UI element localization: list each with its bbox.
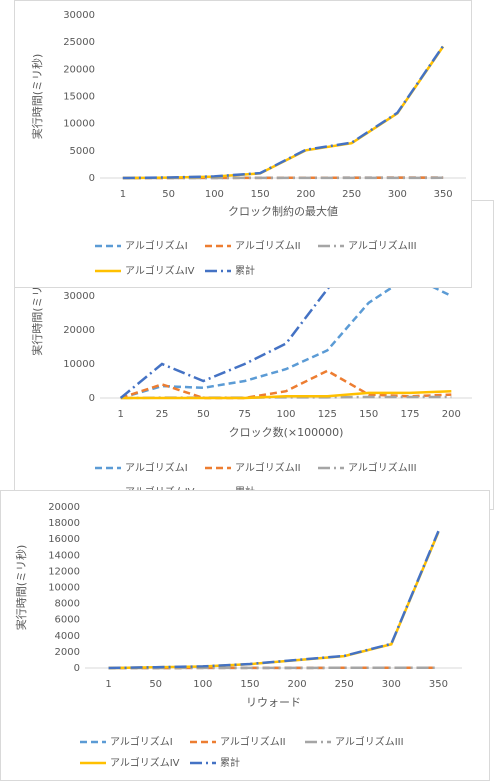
legend-label: アルゴリズムII <box>235 461 301 474</box>
x-tick-label: 200 <box>288 679 307 690</box>
x-tick-label: 200 <box>442 409 461 420</box>
legend-label: 累計 <box>235 264 255 277</box>
x-tick-label: 150 <box>359 409 378 420</box>
y-tick-label: 5000 <box>70 146 95 157</box>
series-line <box>119 226 452 399</box>
y-tick-label: 16000 <box>48 534 80 545</box>
y-tick-label: 12000 <box>48 566 80 577</box>
legend-label: アルゴリズムII <box>235 239 301 252</box>
x-tick-label: 50 <box>197 409 210 420</box>
y-tick-label: 25000 <box>63 37 95 48</box>
x-tick-label: 1 <box>120 189 126 200</box>
legend-label: アルゴリズムI <box>125 239 188 252</box>
legend-label: アルゴリズムIV <box>125 264 195 277</box>
x-axis-title: クロック数(×100000) <box>229 426 344 439</box>
x-tick-label: 175 <box>400 409 419 420</box>
legend-label: 累計 <box>220 756 240 769</box>
x-tick-label: 350 <box>429 679 448 690</box>
legend-label: アルゴリズムIII <box>335 735 404 748</box>
y-tick-label: 30000 <box>63 10 95 21</box>
legend-label: アルゴリズムIV <box>110 756 180 769</box>
x-tick-label: 300 <box>382 679 401 690</box>
y-tick-label: 10000 <box>63 359 95 370</box>
x-tick-label: 1 <box>117 409 123 420</box>
x-tick-label: 50 <box>149 679 162 690</box>
y-tick-label: 4000 <box>55 631 80 642</box>
series-line <box>122 45 445 180</box>
x-axis-title: クロック制約の最大値 <box>228 204 338 218</box>
legend-label: アルゴリズムI <box>110 735 173 748</box>
x-tick-label: 150 <box>240 679 259 690</box>
legend-label: アルゴリズムIII <box>348 239 417 252</box>
x-axis-title: リウォード <box>246 696 301 709</box>
x-tick-label: 300 <box>388 189 407 200</box>
x-tick-label: 200 <box>296 189 315 200</box>
y-tick-label: 10000 <box>48 583 80 594</box>
x-tick-label: 50 <box>162 189 175 200</box>
y-axis-title: 実行時間(ミリ秒) <box>30 270 44 356</box>
y-tick-label: 10000 <box>63 119 95 130</box>
x-tick-label: 350 <box>434 189 453 200</box>
x-tick-label: 125 <box>318 409 337 420</box>
y-tick-label: 0 <box>74 663 80 674</box>
chart-frame <box>14 0 472 288</box>
legend-label: アルゴリズムI <box>125 461 188 474</box>
x-tick-label: 100 <box>193 679 212 690</box>
series-line <box>108 530 440 670</box>
x-tick-label: 1 <box>105 679 111 690</box>
y-axis-title: 実行時間(ミリ秒) <box>14 545 28 631</box>
x-tick-label: 100 <box>276 409 295 420</box>
y-tick-label: 20000 <box>48 502 80 513</box>
y-tick-label: 18000 <box>48 518 80 529</box>
chart: 0 2000 4000 6000 8000 10000 12000 14000 16000 180… <box>0 490 490 781</box>
y-tick-label: 20000 <box>63 64 95 75</box>
y-tick-label: 6000 <box>55 615 80 626</box>
y-tick-label: 14000 <box>48 550 80 561</box>
x-tick-label: 150 <box>251 189 270 200</box>
x-tick-label: 250 <box>342 189 361 200</box>
y-tick-label: 8000 <box>55 599 80 610</box>
x-tick-label: 75 <box>238 409 251 420</box>
x-tick-label: 250 <box>335 679 354 690</box>
legend-label: アルゴリズムIII <box>348 461 417 474</box>
y-tick-label: 30000 <box>63 291 95 302</box>
x-tick-label: 25 <box>156 409 169 420</box>
chart-frame <box>0 490 490 781</box>
y-tick-label: 0 <box>89 393 95 404</box>
legend-label: アルゴリズムII <box>220 735 286 748</box>
y-axis-title: 実行時間(ミリ秒) <box>30 54 44 140</box>
y-tick-label: 20000 <box>63 325 95 336</box>
series-line <box>120 389 452 400</box>
y-tick-label: 2000 <box>55 647 80 658</box>
y-tick-label: 15000 <box>63 92 95 103</box>
x-tick-label: 100 <box>205 189 224 200</box>
y-tick-label: 0 <box>89 173 95 184</box>
